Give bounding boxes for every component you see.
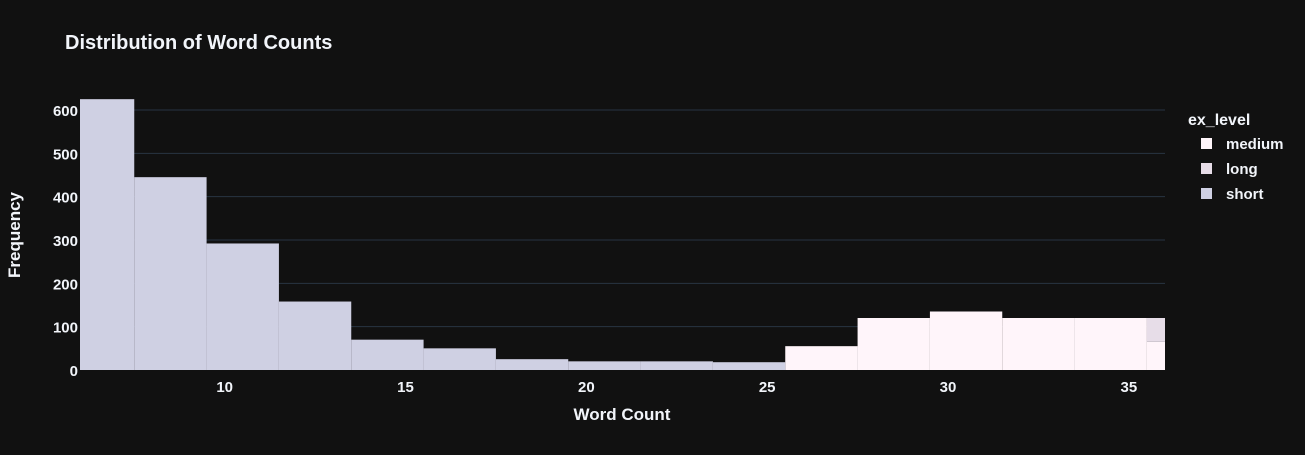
bar-medium [1002,318,1075,370]
legend-swatch-medium[interactable] [1201,138,1212,149]
y-tick-label: 200 [53,276,78,293]
chart-title: Distribution of Word Counts [65,32,332,54]
x-axis-label: Word Count [574,405,671,424]
bar-short [640,361,713,370]
bar-medium [1146,341,1165,370]
legend-title: ex_level [1188,112,1250,129]
bar-short [134,177,207,370]
bar-short [712,362,786,370]
y-tick-label: 300 [53,233,78,250]
x-tick-labels: 10 15 20 25 30 35 [216,379,1137,396]
bar-short [495,359,569,370]
x-tick-label: 20 [578,379,595,396]
y-tick-label: 400 [53,190,78,207]
y-tick-labels: 0 100 200 300 400 500 600 [53,103,78,380]
bars [80,99,1165,370]
legend-label-long[interactable]: long [1226,161,1258,178]
bar-short [278,301,352,370]
legend-label-short[interactable]: short [1226,186,1264,203]
y-tick-label: 600 [53,103,78,120]
x-tick-label: 15 [397,379,414,396]
bar-long [1146,318,1165,342]
x-tick-label: 30 [940,379,957,396]
bar-short [206,243,279,370]
bar-short [351,339,424,370]
bar-short [80,99,135,370]
legend: ex_level medium long short [1188,112,1284,203]
bar-medium [929,311,1003,370]
bar-medium [857,318,930,370]
x-tick-label: 25 [759,379,776,396]
legend-swatch-short[interactable] [1201,188,1212,199]
legend-swatch-long[interactable] [1201,163,1212,174]
y-tick-label: 0 [70,363,78,380]
y-tick-label: 100 [53,320,78,337]
bar-medium [785,346,858,370]
bar-short [568,361,641,370]
x-tick-label: 35 [1120,379,1137,396]
legend-label-medium[interactable]: medium [1226,136,1284,153]
bar-short [423,348,496,370]
bar-medium [1074,318,1147,370]
y-tick-label: 500 [53,146,78,163]
y-axis-label: Frequency [5,191,24,278]
x-tick-label: 10 [216,379,233,396]
legend-items: medium long short [1201,136,1284,203]
